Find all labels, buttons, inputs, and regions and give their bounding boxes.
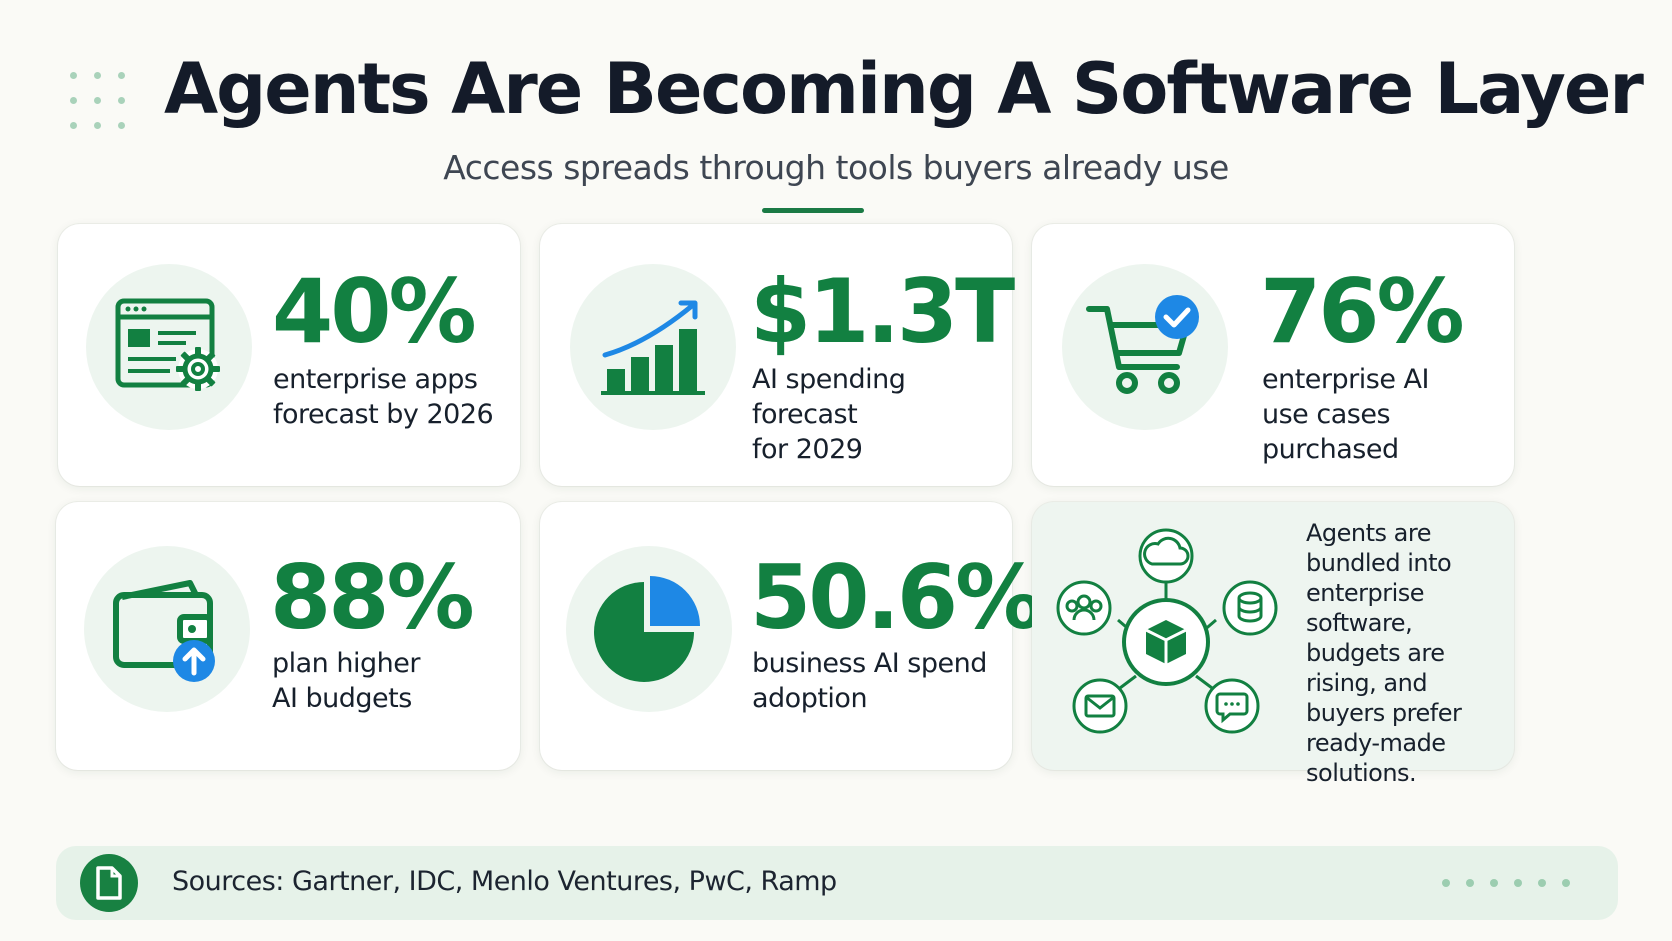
title-underline bbox=[762, 208, 864, 213]
stat-card-spend-adoption: 50.6% business AI spend adoption bbox=[540, 502, 1043, 770]
stat-description: enterprise apps forecast by 2026 bbox=[273, 364, 494, 430]
stat-description: business AI spend adoption bbox=[752, 648, 987, 714]
stat-value: 88% bbox=[270, 546, 475, 649]
page-title: Agents Are Becoming A Software Layer bbox=[164, 48, 1644, 130]
stat-description: plan higher AI budgets bbox=[272, 648, 420, 714]
document-icon bbox=[96, 866, 122, 900]
pie-chart-icon bbox=[594, 576, 700, 682]
page-subtitle: Access spreads through tools buyers alre… bbox=[443, 148, 1229, 187]
sources-text: Sources: Gartner, IDC, Menlo Ventures, P… bbox=[172, 866, 837, 897]
stat-value: $1.3T bbox=[750, 260, 1015, 363]
stat-description: AI spending forecast for 2029 bbox=[752, 364, 906, 465]
stat-description: enterprise AI use cases purchased bbox=[1262, 364, 1429, 465]
footer-icon-circle bbox=[80, 854, 138, 912]
stat-card-ai-budgets: 88% plan higher AI budgets bbox=[56, 502, 520, 770]
network-hub-icon bbox=[1056, 528, 1278, 734]
icon-circle bbox=[566, 546, 732, 712]
stat-value: 40% bbox=[272, 260, 477, 363]
stat-card-ai-use-cases: 76% enterprise AI use cases purchased bbox=[1032, 224, 1514, 486]
stat-card-enterprise-apps: 40% enterprise apps forecast by 2026 bbox=[58, 224, 520, 486]
shopping-cart-check-icon bbox=[1086, 295, 1199, 394]
stat-value: 76% bbox=[1260, 260, 1465, 363]
summary-card: Agents are bundled into enterprise softwar… bbox=[1032, 502, 1514, 787]
browser-gear-icon bbox=[115, 298, 220, 391]
wallet-upload-icon bbox=[113, 580, 215, 682]
stat-card-ai-spending: $1.3T AI spending forecast for 2029 bbox=[540, 224, 1015, 486]
footer-decorative-dots bbox=[1442, 879, 1570, 887]
decorative-dots bbox=[70, 72, 125, 129]
icon-circle bbox=[1062, 264, 1228, 430]
icon-circle bbox=[86, 264, 252, 430]
icon-circle bbox=[84, 546, 250, 712]
icon-circle bbox=[570, 264, 736, 430]
sources-footer: Sources: Gartner, IDC, Menlo Ventures, P… bbox=[56, 846, 1618, 920]
summary-text: Agents are bundled into enterprise softwar… bbox=[1306, 519, 1462, 787]
growth-chart-icon bbox=[601, 300, 705, 395]
stat-value: 50.6% bbox=[750, 546, 1043, 649]
